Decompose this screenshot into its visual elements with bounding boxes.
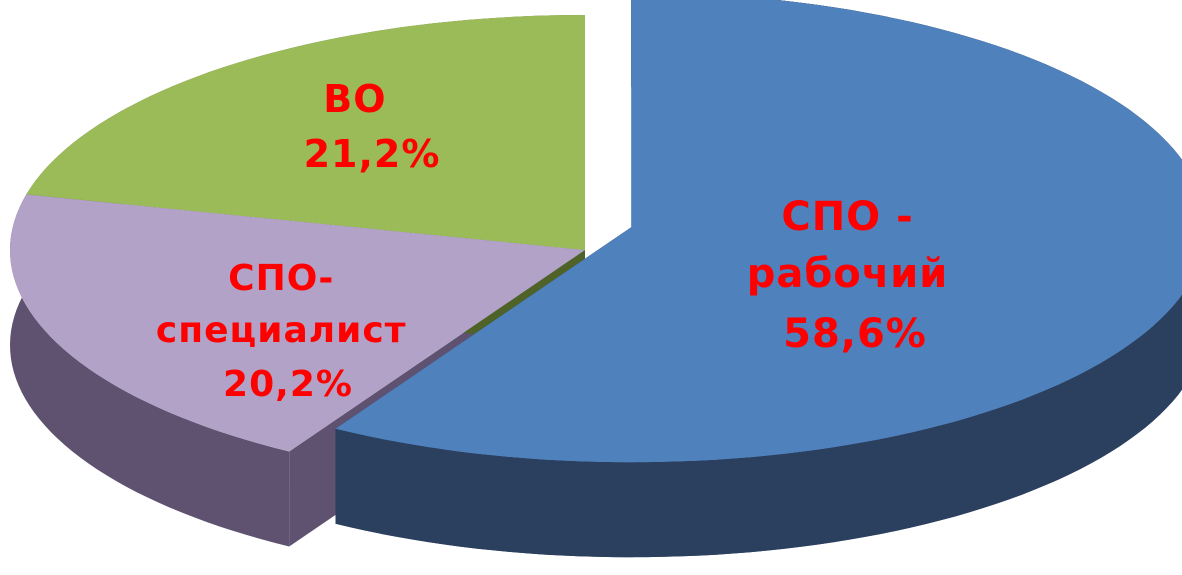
slice-label-spo-worker: СПО - рабочий 58,6% [747, 194, 964, 357]
pie-slice-side-front-спо-рабочий [335, 0, 1182, 558]
pie-slice-спо-специалист [10, 194, 585, 452]
pie-slice-side-спо-специалист [10, 194, 290, 547]
pie-slice-top-front-спо-рабочий [335, 0, 1182, 463]
slice-label-spo-specialist: СПО- специалист 20,2% [156, 258, 420, 405]
pie-slice-во [26, 15, 586, 250]
pie-top-faces [10, 0, 1182, 558]
pie-labels: СПО - рабочий 58,6% СПО- специалист 20,2… [156, 77, 964, 405]
slice-label-vo: ВО 21,2% [304, 77, 441, 176]
